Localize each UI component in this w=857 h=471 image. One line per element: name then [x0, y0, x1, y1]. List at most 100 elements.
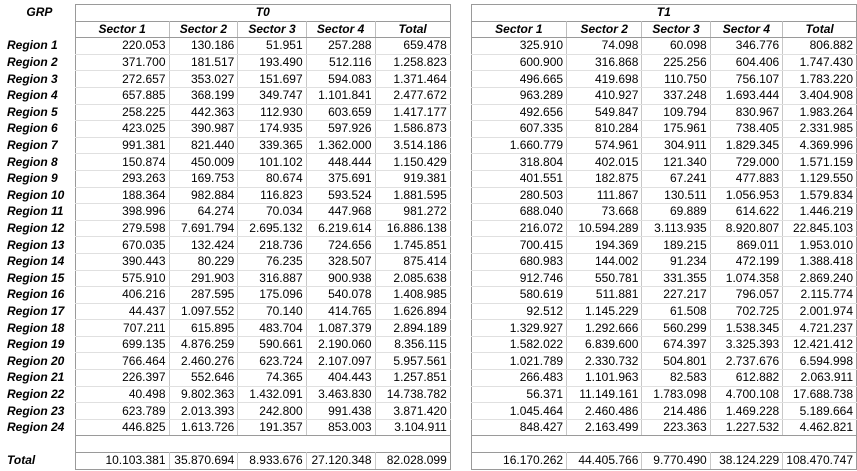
cell-t1-sector4: 472.199: [710, 253, 784, 271]
cell-t1-sector4: 1.469.228: [710, 402, 784, 420]
cell-t1-sector4: 3.325.393: [710, 336, 784, 354]
cell-t1-sector3: 60.098: [641, 37, 711, 55]
cell-t1-sector-total: 4.462.821: [782, 419, 857, 437]
cell-t1-sector2: 44.405.766: [566, 452, 643, 470]
table-row: Region 15 575.910 291.903 316.887 900.938 2.0…: [4, 270, 857, 288]
cell-t0-sector1: 272.657: [74, 70, 170, 88]
cell-t0-sector-total: 1.150.429: [375, 153, 451, 171]
cell-t1-sector3: 223.363: [641, 419, 711, 437]
cell-t0-sector1: 258.225: [74, 104, 170, 122]
cell-t1-sector1: 216.072: [470, 220, 568, 238]
cell-t0-sector4: 3.463.830: [306, 386, 376, 404]
cell-t0-sector4: 597.926: [306, 120, 376, 138]
row-label: Region 13: [7, 237, 65, 252]
cell-t0-sector3: 70.140: [237, 303, 307, 321]
cell-t0-sector2: 4.876.259: [169, 336, 239, 354]
spacer-row: [4, 435, 857, 453]
table-row: Region 10 188.364 982.884 116.823 593.524 1.8…: [4, 187, 857, 205]
cell-t0-sector2: 80.229: [169, 253, 239, 271]
cell-t0-sector-total: 919.381: [375, 170, 451, 188]
table-row: Region 7 991.381 821.440 339.365 1.362.000 3.…: [4, 137, 857, 155]
table-row: Region 24 446.825 1.613.726 191.357 853.003 3…: [4, 419, 857, 437]
cell-t1-sector3: 91.234: [641, 253, 711, 271]
cell-t0-sector4: 447.968: [306, 203, 376, 221]
cell-t0-sector4: 2.190.060: [306, 336, 376, 354]
cell-t0-sector4: 257.288: [306, 37, 376, 55]
cell-t1-sector2: 194.369: [566, 236, 643, 254]
cell-t0-sector2: 442.363: [169, 104, 239, 122]
cell-t0-sector-total: 1.408.985: [375, 286, 451, 304]
cell-t0-sector4: 991.438: [306, 402, 376, 420]
table-row: Region 21 226.397 552.646 74.365 404.443 1.25…: [4, 369, 857, 387]
cell-t0-sector2: 287.595: [169, 286, 239, 304]
cell-t0-sector2: 615.895: [169, 319, 239, 337]
cell-t0-sector4: 603.659: [306, 104, 376, 122]
cell-t1-sector3: 674.397: [641, 336, 711, 354]
cell-t0-sector2: 130.186: [169, 37, 239, 55]
cell-t0-sector-total: 5.957.561: [375, 352, 451, 371]
cell-t1-sector1: 1.582.022: [470, 336, 568, 354]
cell-t1-sector-total: 2.331.985: [782, 120, 857, 138]
cell-t0-sector-total: 82.028.099: [375, 452, 451, 470]
cell-t1-sector1: 492.656: [470, 104, 568, 122]
cell-t1-sector1: 325.910: [470, 37, 568, 55]
cell-t0-sector2: 7.691.794: [169, 220, 239, 238]
cell-t0-sector4: 328.507: [306, 253, 376, 271]
cell-t0-sector2: 552.646: [169, 369, 239, 387]
column-gap: [450, 386, 471, 403]
cell-t0-sector2: 64.274: [169, 203, 239, 221]
cell-t1-sector4: 1.056.953: [710, 187, 784, 205]
cell-t1-sector2: 316.868: [566, 54, 643, 72]
cell-t1-sector2: 10.594.289: [566, 220, 643, 238]
cell-t1-sector4: 8.920.807: [710, 220, 784, 238]
row-label: Total: [7, 453, 36, 468]
table-row: Region 6 423.025 390.987 174.935 597.926 1.58…: [4, 120, 857, 138]
data-table: GRP T0 T1 Sector 1 Sector 2 Sector 3 Sector…: [4, 4, 857, 470]
cell-t1-sector1: 680.983: [470, 253, 568, 271]
row-label: Region 4: [7, 88, 58, 103]
cell-t1-sector3: 130.511: [641, 187, 711, 205]
cell-t1-sector4: 796.057: [710, 286, 784, 304]
cell-t1-sector3: 214.486: [641, 402, 711, 420]
cell-t0-sector2: 132.424: [169, 236, 239, 254]
cell-t1-sector1: 280.503: [470, 187, 568, 205]
cell-t1-sector4: 869.011: [710, 236, 784, 254]
cell-t0-sector1: 657.885: [74, 87, 170, 105]
column-gap: [450, 71, 471, 88]
cell-t1-sector-total: 12.421.412: [782, 336, 857, 354]
table-row: Region 3 272.657 353.027 151.697 594.083 1.37…: [4, 70, 857, 88]
row-label: Region 12: [7, 221, 65, 236]
cell-t0-sector2: 450.009: [169, 153, 239, 171]
row-label: Region 21: [7, 370, 65, 385]
cell-t1-sector3: 225.256: [641, 54, 711, 72]
cell-t1-sector1: 318.804: [470, 153, 568, 171]
cell-t0-sector-total: 659.478: [375, 37, 451, 55]
cell-t0-sector3: 242.800: [237, 402, 307, 420]
cell-t0-sector3: 590.661: [237, 336, 307, 354]
cell-t1-sector1: 688.040: [470, 203, 568, 221]
cell-t1-sector2: 1.101.963: [566, 369, 643, 387]
cell-t1-sector3: 3.113.935: [641, 220, 711, 238]
cell-t1-sector-total: 1.571.159: [782, 153, 857, 171]
table-row: Region 5 258.225 442.363 112.930 603.659 1.41…: [4, 104, 857, 122]
cell-t1-sector4: 830.967: [710, 104, 784, 122]
row-label: Region 3: [7, 71, 58, 86]
cell-t1-sector2: 574.961: [566, 137, 643, 155]
cell-t1-sector2: 11.149.161: [566, 386, 643, 404]
cell-t1-sector4: 477.883: [710, 170, 784, 188]
cell-t1-sector4: 1.829.345: [710, 137, 784, 155]
cell-t1-sector1: 266.483: [470, 369, 568, 387]
cell-t0-sector2: 982.884: [169, 187, 239, 205]
table-body: Region 1 220.053 130.186 51.951 257.288 659.4…: [4, 37, 857, 470]
cell-t0-sector2: 2.460.276: [169, 352, 239, 371]
cell-t0-sector1: 446.825: [74, 419, 170, 437]
cell-t1-sector4: 346.776: [710, 37, 784, 55]
row-label: Region 5: [7, 104, 58, 119]
cell-t0-sector3: 8.933.676: [237, 452, 307, 470]
cell-t1-sector1: 963.289: [470, 87, 568, 105]
cell-t1-sector-total: 1.983.264: [782, 104, 857, 122]
cell-t1-sector-total: 1.579.834: [782, 187, 857, 205]
column-gap: [450, 419, 471, 436]
column-gap: [450, 87, 471, 104]
cell-t0-sector2: 9.802.363: [169, 386, 239, 404]
